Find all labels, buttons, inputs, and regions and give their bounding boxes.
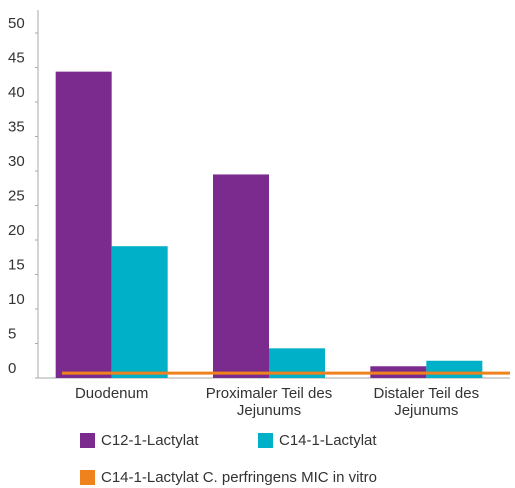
y-tick-label: 5 bbox=[8, 325, 16, 342]
legend-swatch bbox=[258, 433, 273, 448]
y-tick-label: 15 bbox=[8, 256, 25, 273]
y-tick-label: 40 bbox=[8, 84, 25, 101]
x-tick-label: Duodenum bbox=[74, 385, 149, 402]
legend-label: C14-1-Lactylat bbox=[279, 432, 377, 449]
bar bbox=[55, 71, 112, 378]
x-tick-label: Distaler Teil des Jejunums bbox=[373, 385, 480, 419]
y-tick-label: 10 bbox=[8, 291, 25, 308]
y-tick-label: 35 bbox=[8, 118, 25, 135]
y-tick-label: 25 bbox=[8, 187, 25, 204]
y-tick-label: 0 bbox=[8, 360, 16, 377]
y-tick-label: 45 bbox=[8, 49, 25, 66]
bar bbox=[426, 360, 483, 378]
y-tick-label: 30 bbox=[8, 153, 25, 170]
legend-swatch bbox=[80, 433, 95, 448]
y-tick-label: 20 bbox=[8, 222, 25, 239]
legend-swatch bbox=[80, 470, 95, 485]
legend-label: C12-1-Lactylat bbox=[101, 432, 199, 449]
x-tick-label: Proximaler Teil des Jejunums bbox=[205, 385, 333, 419]
bar bbox=[111, 246, 168, 378]
bar bbox=[213, 174, 269, 378]
legend-label: C14-1-Lactylat C. perfringens MIC in vit… bbox=[101, 469, 377, 486]
y-tick-label: 50 bbox=[8, 15, 25, 32]
